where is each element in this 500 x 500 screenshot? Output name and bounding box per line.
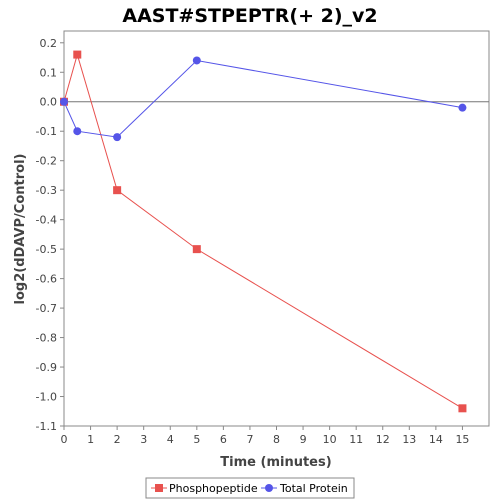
data-point <box>192 245 201 254</box>
y-tick-label: -0.5 <box>36 243 57 256</box>
series-layer <box>60 50 467 413</box>
x-tick-label: 13 <box>402 433 416 446</box>
legend-label: Phosphopeptide <box>169 482 258 495</box>
x-tick-label: 7 <box>246 433 253 446</box>
x-tick-label: 6 <box>220 433 227 446</box>
x-tick-label: 12 <box>376 433 390 446</box>
y-tick-label: -1.0 <box>36 391 57 404</box>
x-tick-label: 11 <box>349 433 363 446</box>
x-axis-label: Time (minutes) <box>220 455 331 470</box>
data-point <box>458 404 467 413</box>
x-tick-label: 14 <box>429 433 443 446</box>
x-tick-label: 10 <box>323 433 337 446</box>
legend-box <box>145 477 355 499</box>
data-point <box>113 186 122 195</box>
x-tick-label: 9 <box>300 433 307 446</box>
x-tick-label: 2 <box>114 433 121 446</box>
y-axis: 0.2 0.1 0.0 -0.1 -0.2 -0.3 -0.4 -0.5 -0.6 -0.7 -0.… <box>36 37 64 433</box>
legend-item-phosphopeptide: Phosphopeptide <box>151 482 258 495</box>
y-tick-label: -0.2 <box>36 155 57 168</box>
y-tick-label: -0.9 <box>36 361 57 374</box>
y-tick-label: -0.7 <box>36 302 57 315</box>
y-tick-label: 0.2 <box>40 37 58 50</box>
y-tick-label: -0.6 <box>36 273 57 286</box>
data-point <box>458 103 467 112</box>
data-point <box>192 56 201 65</box>
data-point <box>113 133 122 142</box>
plot-area <box>63 30 490 427</box>
y-tick-label: -1.1 <box>36 420 57 433</box>
y-tick-label: -0.1 <box>36 125 57 138</box>
legend-item-total-protein: Total Protein <box>261 482 348 495</box>
data-point <box>73 127 82 136</box>
x-tick-label: 0 <box>61 433 68 446</box>
y-tick-label: -0.8 <box>36 332 57 345</box>
legend-square-marker <box>155 484 163 492</box>
legend-label: Total Protein <box>279 482 348 495</box>
legend: Phosphopeptide Total Protein <box>145 477 355 499</box>
x-tick-label: 8 <box>273 433 280 446</box>
x-axis: 0 1 2 3 4 5 6 7 8 9 10 11 12 13 14 15 <box>61 426 469 446</box>
y-axis-label: log2(dDAVP/Control) <box>13 154 28 305</box>
x-tick-label: 5 <box>193 433 200 446</box>
y-tick-label: 0.0 <box>40 96 58 109</box>
y-tick-label: 0.1 <box>40 66 58 79</box>
x-tick-label: 3 <box>140 433 147 446</box>
series-total-protein <box>60 56 467 142</box>
data-point <box>73 50 82 59</box>
chart-title: AAST#STPEPTR(+ 2)_v2 <box>122 5 377 27</box>
x-tick-label: 1 <box>87 433 94 446</box>
y-tick-label: -0.3 <box>36 184 57 197</box>
y-tick-label: -0.4 <box>36 214 57 227</box>
x-tick-label: 15 <box>455 433 469 446</box>
x-tick-label: 4 <box>167 433 174 446</box>
legend-circle-marker <box>265 484 273 492</box>
data-point <box>60 97 68 106</box>
